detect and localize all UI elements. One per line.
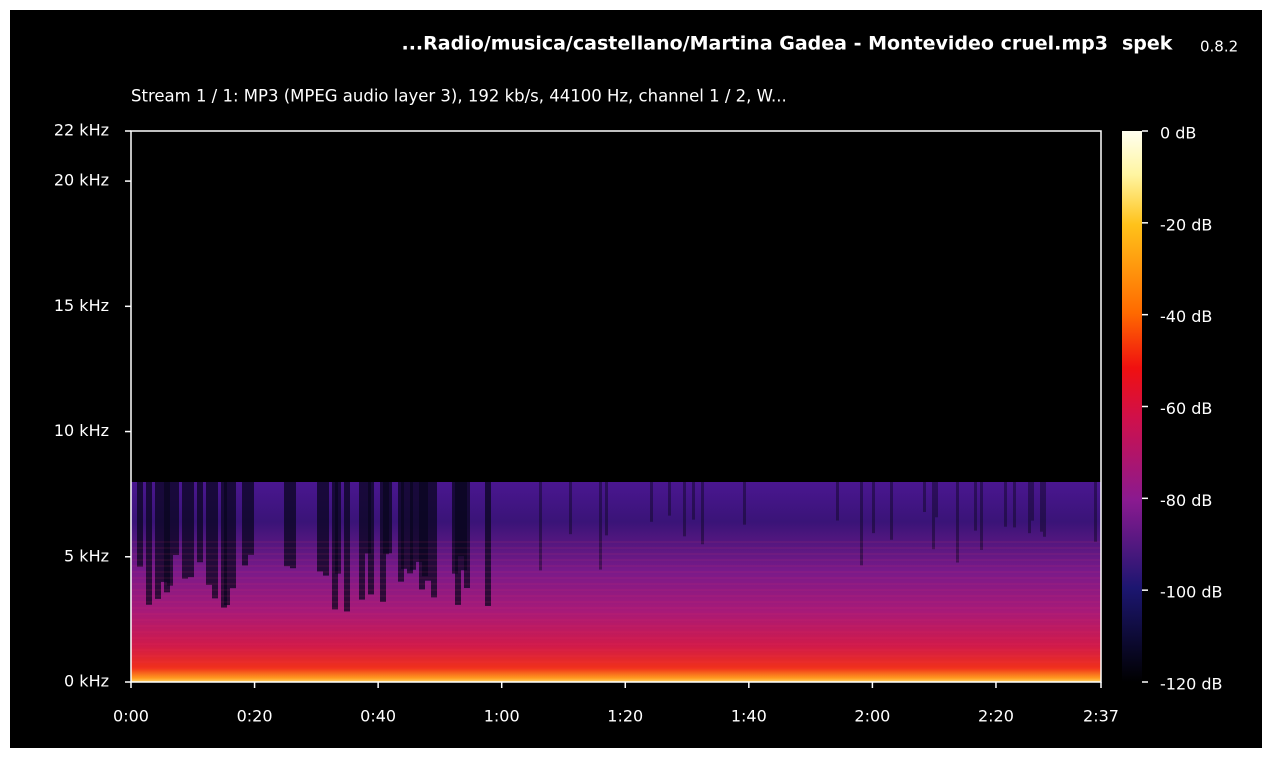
colorbar-tick-label: -80 dB — [1160, 491, 1212, 510]
app-version: 0.8.2 — [1200, 38, 1238, 56]
colorbar-tick-label: -120 dB — [1160, 675, 1223, 694]
spectrum-shade — [182, 482, 188, 579]
colorbar-tick-label: 0 dB — [1160, 124, 1196, 143]
y-tick-label: 22 kHz — [54, 121, 109, 140]
spectrum-shade — [1031, 482, 1034, 521]
x-tick-label: 1:20 — [607, 707, 643, 726]
spectrum-shade — [956, 482, 959, 562]
colorbar-tick-label: -20 dB — [1160, 215, 1212, 234]
spectrum-shade — [923, 482, 926, 512]
spectrum-shade — [290, 482, 296, 568]
spectrum-shade — [932, 482, 935, 549]
x-tick-label: 2:37 — [1083, 707, 1119, 726]
y-tick-label: 5 kHz — [64, 546, 109, 565]
x-tick-label: 2:20 — [978, 707, 1014, 726]
spectrum-shade — [359, 482, 365, 600]
spectrum-shade — [1043, 482, 1046, 537]
spectrum-shade — [242, 482, 248, 565]
chart: ...Radio/musica/castellano/Martina Gadea… — [0, 0, 1272, 758]
y-tick-label: 20 kHz — [54, 171, 109, 190]
y-tick-label: 0 kHz — [64, 672, 109, 691]
spectrum-shade — [890, 482, 893, 540]
spectrum-shade — [155, 482, 161, 599]
x-tick-label: 1:40 — [731, 707, 767, 726]
x-tick-label: 0:40 — [360, 707, 396, 726]
spectrum-shade — [344, 482, 350, 611]
spectrum-shade — [836, 482, 839, 520]
spectrum-shade — [539, 482, 542, 570]
colorbar — [1122, 131, 1142, 682]
spectrogram — [131, 482, 1101, 682]
spectrum-shade — [386, 482, 392, 553]
spectrum-shade — [569, 482, 572, 534]
spectrum-shade — [1013, 482, 1016, 527]
spectrum-shade — [212, 482, 218, 598]
spectrum-shade — [872, 482, 875, 533]
spectrum-shade — [410, 482, 416, 570]
spectrum-shade — [860, 482, 863, 565]
spectrum-band — [131, 482, 1101, 682]
spectrum-shade — [650, 482, 653, 522]
stream-info: Stream 1 / 1: MP3 (MPEG audio layer 3), … — [131, 87, 787, 106]
spectrum-shade — [485, 482, 491, 606]
colorbar-tick-label: -60 dB — [1160, 399, 1212, 418]
y-tick-label: 15 kHz — [54, 296, 109, 315]
spek-window: ...Radio/musica/castellano/Martina Gadea… — [0, 0, 1272, 758]
x-tick-label: 0:00 — [113, 707, 149, 726]
x-tick-label: 1:00 — [484, 707, 520, 726]
spectrum-shade — [701, 482, 704, 544]
spectrum-shade — [317, 482, 323, 571]
spectrum-shade — [188, 482, 194, 577]
spectrum-shade — [1040, 482, 1043, 532]
spectrum-shade — [980, 482, 983, 550]
spectrum-shade — [692, 482, 695, 520]
spectrum-shade — [1004, 482, 1007, 527]
x-tick-label: 0:20 — [237, 707, 273, 726]
spectrum-shade — [668, 482, 671, 516]
file-title: ...Radio/musica/castellano/Martina Gadea… — [401, 33, 1108, 55]
spectrum-shade — [683, 482, 686, 536]
spectrum-shade — [431, 482, 437, 597]
spectrum-shade — [935, 482, 938, 517]
spectrum-shade — [605, 482, 608, 535]
spectrum-shade — [173, 482, 179, 555]
spectrum-shade — [323, 482, 329, 576]
spectrum-shade — [1028, 482, 1031, 533]
spectrum-shade — [167, 482, 173, 586]
spectrum-shade — [599, 482, 602, 570]
spectrum-shade — [248, 482, 254, 555]
x-tick-label: 2:00 — [854, 707, 890, 726]
colorbar-tick-label: -100 dB — [1160, 583, 1223, 602]
y-tick-label: 10 kHz — [54, 421, 109, 440]
spectrum-shade — [1094, 482, 1097, 542]
spectrum-shade — [197, 482, 203, 562]
colorbar-tick-label: -40 dB — [1160, 307, 1212, 326]
spectrum-shade — [974, 482, 977, 531]
spectrum-shade — [224, 482, 230, 605]
spectrum-shade — [401, 482, 407, 569]
spectrum-shade — [206, 482, 212, 585]
spectrum-shade — [743, 482, 746, 525]
spectrum-shade — [146, 482, 152, 605]
app-name: spek — [1122, 33, 1173, 55]
